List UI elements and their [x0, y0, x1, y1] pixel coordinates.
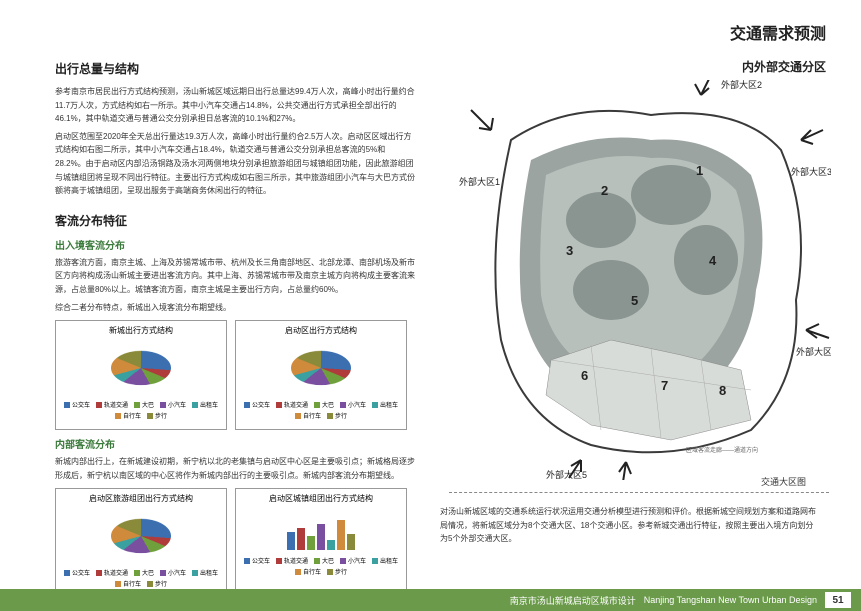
footer-en: Nanjing Tangshan New Town Urban Design: [644, 595, 817, 605]
divider: [449, 492, 829, 493]
chart-3: 启动区旅游组团出行方式结构 公交车轨道交通大巴小汽车出租车自行车步行: [55, 488, 227, 598]
chart3-legend: 公交车轨道交通大巴小汽车出租车自行车步行: [60, 568, 222, 588]
left-column: 出行总量与结构 参考南京市居民出行方式结构预测，汤山新城区域远期日出行总量达99…: [55, 60, 415, 604]
bottom-paragraph: 对汤山新城区域的交通系统运行状况运用交通分析模型进行预测和评价。根据新城空间规划…: [440, 505, 820, 546]
footer-zh: 南京市汤山新城启动区城市设计: [510, 594, 636, 607]
section1-title: 出行总量与结构: [55, 60, 415, 77]
map-ext2: 外部大区2: [721, 80, 762, 90]
pie-chart-1: [111, 351, 171, 385]
map-ext3: 外部大区3: [791, 166, 831, 177]
svg-text:5: 5: [631, 293, 638, 308]
chart4-title: 启动区城镇组团出行方式结构: [240, 493, 402, 504]
map-ext5: 外部大区5: [546, 469, 587, 480]
svg-text:4: 4: [709, 253, 717, 268]
page-number: 51: [825, 592, 851, 608]
chart1-legend: 公交车轨道交通大巴小汽车出租车自行车步行: [60, 400, 222, 420]
svg-text:2: 2: [601, 183, 608, 198]
svg-text:3: 3: [566, 243, 573, 258]
chart-4: 启动区城镇组团出行方式结构 公交车轨道交通大巴小汽车出租车自行车步行: [235, 488, 407, 598]
section2-p2: 综合二者分布特点，新城出入境客流分布期望线。: [55, 301, 415, 315]
map-area: 外部大区1 外部大区2 外部大区3 外部大区4 外部大区5 1 2 3 4 5 …: [451, 80, 831, 480]
map-ext4: 外部大区4: [796, 346, 831, 357]
section1-p2: 启动区范围至2020年全天总出行量达19.3万人次，高峰小时出行量约合2.5万人…: [55, 130, 415, 198]
traffic-zone-map: 外部大区1 外部大区2 外部大区3 外部大区4 外部大区5 1 2 3 4 5 …: [451, 80, 831, 480]
charts-row-2: 启动区旅游组团出行方式结构 公交车轨道交通大巴小汽车出租车自行车步行 启动区城镇…: [55, 488, 415, 598]
pie-chart-2: [291, 351, 351, 385]
section2-p1: 旅游客流方面，南京主城、上海及苏锡常城市带、杭州及长三角南部地区、北部龙潭、南部…: [55, 256, 415, 297]
sub-green-2: 内部客流分布: [55, 436, 415, 451]
map-caption: 交通大区图: [761, 475, 806, 488]
map-ext1: 外部大区1: [459, 176, 500, 187]
bar-chart-4: [240, 510, 402, 550]
svg-text:区域客流走廊——通道方向: 区域客流走廊——通道方向: [686, 446, 758, 454]
svg-text:6: 6: [581, 368, 588, 383]
svg-text:1: 1: [696, 163, 703, 178]
chart1-title: 新城出行方式结构: [60, 325, 222, 336]
svg-text:8: 8: [719, 383, 726, 398]
page-title: 交通需求预测: [730, 20, 826, 44]
footer: 南京市汤山新城启动区城市设计 Nanjing Tangshan New Town…: [0, 589, 861, 611]
chart2-legend: 公交车轨道交通大巴小汽车出租车自行车步行: [240, 400, 402, 420]
chart-1: 新城出行方式结构 公交车轨道交通大巴小汽车出租车自行车步行: [55, 320, 227, 430]
chart4-legend: 公交车轨道交通大巴小汽车出租车自行车步行: [240, 556, 402, 576]
chart2-title: 启动区出行方式结构: [240, 325, 402, 336]
chart3-title: 启动区旅游组团出行方式结构: [60, 493, 222, 504]
chart-2: 启动区出行方式结构 公交车轨道交通大巴小汽车出租车自行车步行: [235, 320, 407, 430]
svg-text:7: 7: [661, 378, 668, 393]
charts-row-1: 新城出行方式结构 公交车轨道交通大巴小汽车出租车自行车步行 启动区出行方式结构 …: [55, 320, 415, 430]
pie-chart-3: [111, 519, 171, 553]
section1-p1: 参考南京市居民出行方式结构预测，汤山新城区域远期日出行总量达99.4万人次，高峰…: [55, 85, 415, 126]
section2-title: 客流分布特征: [55, 212, 415, 229]
sub-green-1: 出入境客流分布: [55, 237, 415, 252]
subtitle: 内外部交通分区: [742, 58, 826, 75]
section2-p3: 新城内部出行上，在新城建设初期，新宁杭以北的老集镇与启动区中心区是主要吸引点；新…: [55, 455, 415, 482]
